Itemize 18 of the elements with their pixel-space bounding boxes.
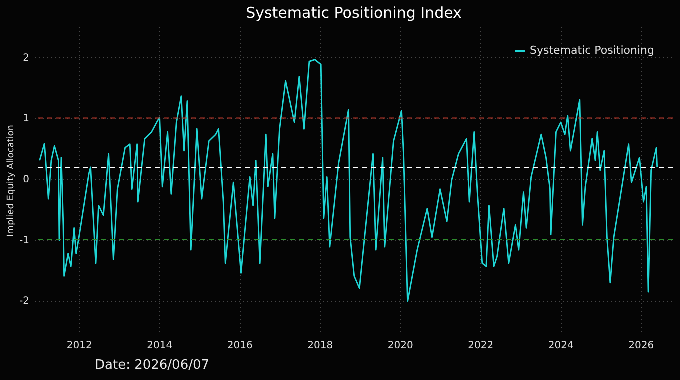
line-series (39, 59, 658, 302)
y-axis-title: Implied Equity Allocation (6, 125, 17, 237)
y-tick-label: 1 (23, 114, 30, 125)
y-tick-label: -1 (20, 235, 30, 246)
text: Date: 2026/06/07 (95, 358, 210, 373)
x-tick-label: 2018 (308, 340, 334, 352)
chart-title: Systematic Positioning Index (246, 4, 462, 22)
legend-label: Systematic Positioning (530, 44, 655, 57)
x-tick-label: 2016 (227, 340, 253, 352)
y-tick-label: -2 (20, 296, 30, 308)
x-tick-label: 2012 (66, 340, 92, 352)
y-tick-label: 2 (23, 52, 30, 64)
x-tick-label: 2022 (468, 340, 494, 352)
x-tick-label: 2024 (548, 340, 574, 352)
x-tick-label: 2020 (388, 340, 414, 352)
x-tick-label: 2014 (147, 340, 173, 352)
y-tick-label: 0 (23, 174, 30, 186)
x-tick-label: 2026 (628, 340, 654, 352)
